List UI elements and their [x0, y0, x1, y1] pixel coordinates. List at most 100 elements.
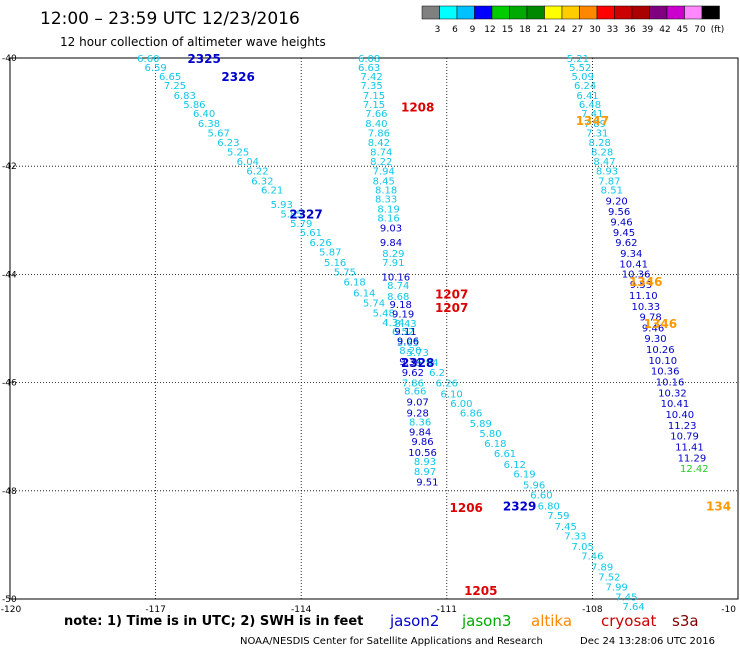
scale-swatch	[561, 5, 580, 20]
swh-value: 7.35	[360, 81, 382, 92]
scale-label: 36	[624, 25, 636, 35]
swh-value: 9.53	[630, 280, 652, 291]
swh-value: 6.60	[137, 54, 159, 65]
swh-value: 8.43	[394, 319, 416, 330]
swh-value: 7.46	[581, 552, 603, 563]
swh-value: 7.33	[564, 532, 586, 543]
scale-label: 39	[642, 25, 654, 35]
swh-value: 5.93	[271, 200, 293, 211]
swh-value: 9.28	[407, 408, 429, 419]
swh-value: 8.68	[387, 292, 409, 303]
swh-value: 6.19	[513, 469, 535, 480]
satellite-legend: jason2 jason3 altika cryosat s3a	[389, 612, 699, 630]
scale-swatch	[684, 5, 703, 20]
swh-value: 6.00	[450, 399, 472, 410]
swh-value: 7.86	[368, 129, 390, 140]
scale-label: 27	[572, 25, 583, 35]
swh-value: 11.29	[678, 453, 707, 464]
swh-value: 5.86	[183, 100, 205, 111]
swh-value: 9.34	[399, 357, 421, 368]
x-tick-label: -114	[291, 605, 312, 615]
track-label: 2328	[401, 356, 434, 370]
swh-value: 6.80	[538, 501, 560, 512]
scale-swatch	[649, 5, 668, 20]
swh-value: 9.06	[397, 336, 419, 347]
swh-value: 9.18	[390, 300, 412, 311]
plot-frame	[9, 57, 739, 600]
scale-label: 42	[659, 25, 670, 35]
chart-subtitle: 12 hour collection of altimeter wave hei…	[60, 35, 326, 49]
swh-value: 9.51	[416, 478, 438, 489]
track-label: 1346	[629, 275, 662, 289]
scale-label: 18	[519, 25, 531, 35]
swh-value: 5.61	[300, 228, 322, 239]
swh-value: 6.40	[193, 109, 215, 120]
swh-value: 10.41	[661, 399, 690, 410]
swh-value: 6.2	[429, 368, 445, 379]
track-label: 1205	[464, 584, 497, 598]
swh-value: 6.18	[484, 439, 506, 450]
swh-value: 6.60	[530, 491, 552, 502]
swh-value: 8.18	[375, 185, 397, 196]
swh-value: 7.86	[402, 379, 424, 390]
swh-value: 6.83	[174, 91, 196, 102]
swh-value: 6.26	[436, 379, 458, 390]
swh-value: 8.16	[377, 214, 399, 225]
swh-value: 8.19	[377, 204, 399, 215]
swh-value: 7.94	[373, 167, 395, 178]
scale-swatch	[544, 5, 563, 20]
swh-value: 10.16	[382, 273, 411, 284]
color-scale: 3 6 9 12 15 18 21 24 27 30 33 36 39 42 45 70 (ft)	[421, 5, 725, 35]
scale-swatch	[614, 5, 633, 20]
swh-value: 7.87	[598, 176, 620, 187]
legend-cryosat: cryosat	[601, 612, 656, 630]
track-label: 1207	[435, 301, 468, 315]
x-tick-label: -108	[582, 605, 603, 615]
chart-title: 12:00 – 23:59 UTC 12/23/2016	[40, 9, 300, 29]
swh-value: 9.34	[620, 249, 642, 260]
scale-label: 24	[554, 25, 566, 35]
swh-value: 7.52	[598, 572, 620, 583]
y-tick-label: -46	[2, 379, 17, 389]
swh-value: 8.45	[373, 176, 395, 187]
swh-value: 5.94	[416, 358, 438, 369]
swh-value: 10.16	[656, 378, 685, 389]
scale-label: (ft)	[711, 25, 725, 35]
swh-value: 5.96	[523, 480, 545, 491]
scale-label: 21	[537, 25, 548, 35]
swh-value: 9.86	[411, 437, 433, 448]
swh-value: 10.33	[631, 302, 660, 313]
swh-value: 4.34	[382, 318, 404, 329]
swh-value: 10.79	[670, 432, 699, 443]
legend-jason2: jason2	[389, 612, 439, 630]
swh-value: 6.23	[217, 138, 239, 149]
y-tick-label: -50	[2, 595, 17, 605]
scale-swatch	[491, 5, 510, 20]
swh-value: 6.59	[144, 63, 166, 74]
y-tick-label: -44	[2, 270, 17, 280]
x-tick-label: -10	[721, 605, 736, 615]
swh-value: 8.66	[404, 387, 426, 398]
swh-value: 8.47	[593, 157, 615, 168]
swh-value: 9.62	[615, 238, 637, 249]
swh-value: 7.91	[382, 258, 404, 269]
swh-value: 6.10	[441, 389, 463, 400]
scale-label: 6	[452, 25, 458, 35]
swh-value: 7.42	[360, 72, 382, 83]
swh-value: 7.15	[363, 91, 385, 102]
swh-value: 8.36	[409, 418, 431, 429]
swh-value: 6.63	[358, 63, 380, 74]
swh-value: 5.80	[479, 429, 501, 440]
scale-label: 45	[677, 25, 688, 35]
x-tick-label: -117	[145, 605, 165, 615]
swh-value: 11.41	[675, 442, 704, 453]
scale-swatch	[579, 5, 598, 20]
swh-value: 7.66	[365, 109, 387, 120]
swh-value: 5.52	[569, 63, 591, 74]
swh-value: 8.74	[387, 281, 409, 292]
swh-value: 5.89	[470, 419, 492, 430]
scale-swatch	[701, 5, 720, 20]
swh-value: 10.40	[665, 410, 694, 421]
swh-values: 6.606.596.657.256.835.866.406.385.676.23…	[137, 54, 708, 613]
axis-ticks: -120 -117 -114 -111 -108 -10 -40 -42 -44 -46 -48 -5…	[1, 54, 736, 615]
